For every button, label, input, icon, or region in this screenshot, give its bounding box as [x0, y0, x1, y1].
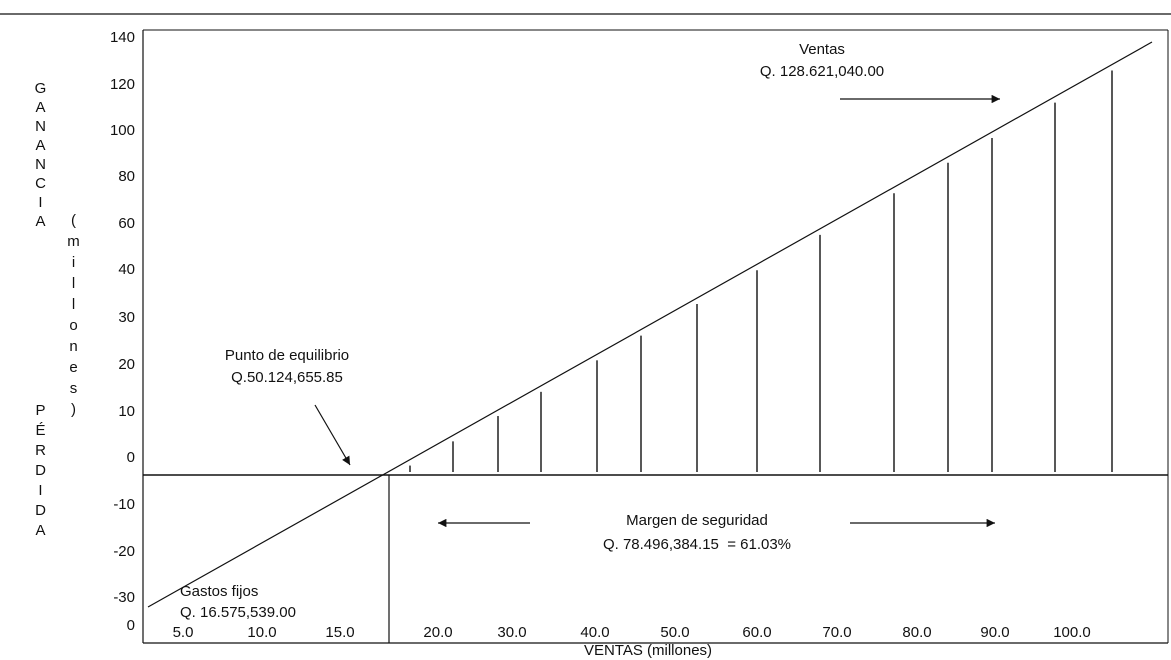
y-title-bottom: PÉRDIDA	[32, 402, 49, 542]
annotation-title: Gastos fijos	[180, 583, 258, 600]
y-tick-label: 100	[110, 122, 135, 139]
y-unit: (millones)	[65, 212, 82, 422]
y-title-top: GANANCIA	[32, 80, 49, 232]
hatch-lines	[409, 70, 1113, 472]
y-tick-label: 0	[127, 617, 135, 634]
x-tick-label: 50.0	[660, 624, 689, 641]
y-tick-label: 0	[127, 449, 135, 466]
x-tick-label: 30.0	[497, 624, 526, 641]
y-tick-label: -20	[113, 543, 135, 560]
x-tick-label: 10.0	[247, 624, 276, 641]
x-axis-title: VENTAS (millones)	[584, 642, 712, 659]
x-tick-label: 60.0	[742, 624, 771, 641]
annotation-amount: Q. 128.621,040.00	[760, 63, 884, 80]
arrow	[314, 404, 351, 466]
x-tick-label: 40.0	[580, 624, 609, 641]
y-tick-label: 40	[118, 261, 135, 278]
annotation-amount: Q. 16.575,539.00	[180, 604, 296, 621]
y-tick-label: 80	[118, 168, 135, 185]
annotation-title: Margen de seguridad	[626, 512, 768, 529]
x-tick-label: 100.0	[1053, 624, 1091, 641]
annotation-title: Ventas	[799, 41, 845, 58]
annotation-title: Punto de equilibrio	[225, 347, 349, 364]
annotation-amount: Q. 78.496,384.15 = 61.03%	[603, 536, 791, 553]
y-tick-label: 30	[118, 309, 135, 326]
x-tick-label: 5.0	[173, 624, 194, 641]
y-tick-label: -30	[113, 589, 135, 606]
y-tick-label: 60	[118, 215, 135, 232]
y-tick-label: 10	[118, 403, 135, 420]
y-tick-label: -10	[113, 496, 135, 513]
y-tick-label: 120	[110, 76, 135, 93]
x-ticks: 5.0 10.0 15.0 20.0 30.0 40.0 50.0 60.0 70.0 80.0 9…	[173, 624, 1091, 641]
y-tick-label: 20	[118, 356, 135, 373]
y-tick-label: 140	[110, 29, 135, 46]
x-tick-label: 90.0	[980, 624, 1009, 641]
x-tick-label: 20.0	[423, 624, 452, 641]
sales-line	[147, 41, 1153, 608]
x-tick-label: 70.0	[822, 624, 851, 641]
x-tick-label: 15.0	[325, 624, 354, 641]
x-tick-label: 80.0	[902, 624, 931, 641]
annotation-amount: Q.50.124,655.85	[231, 369, 343, 386]
